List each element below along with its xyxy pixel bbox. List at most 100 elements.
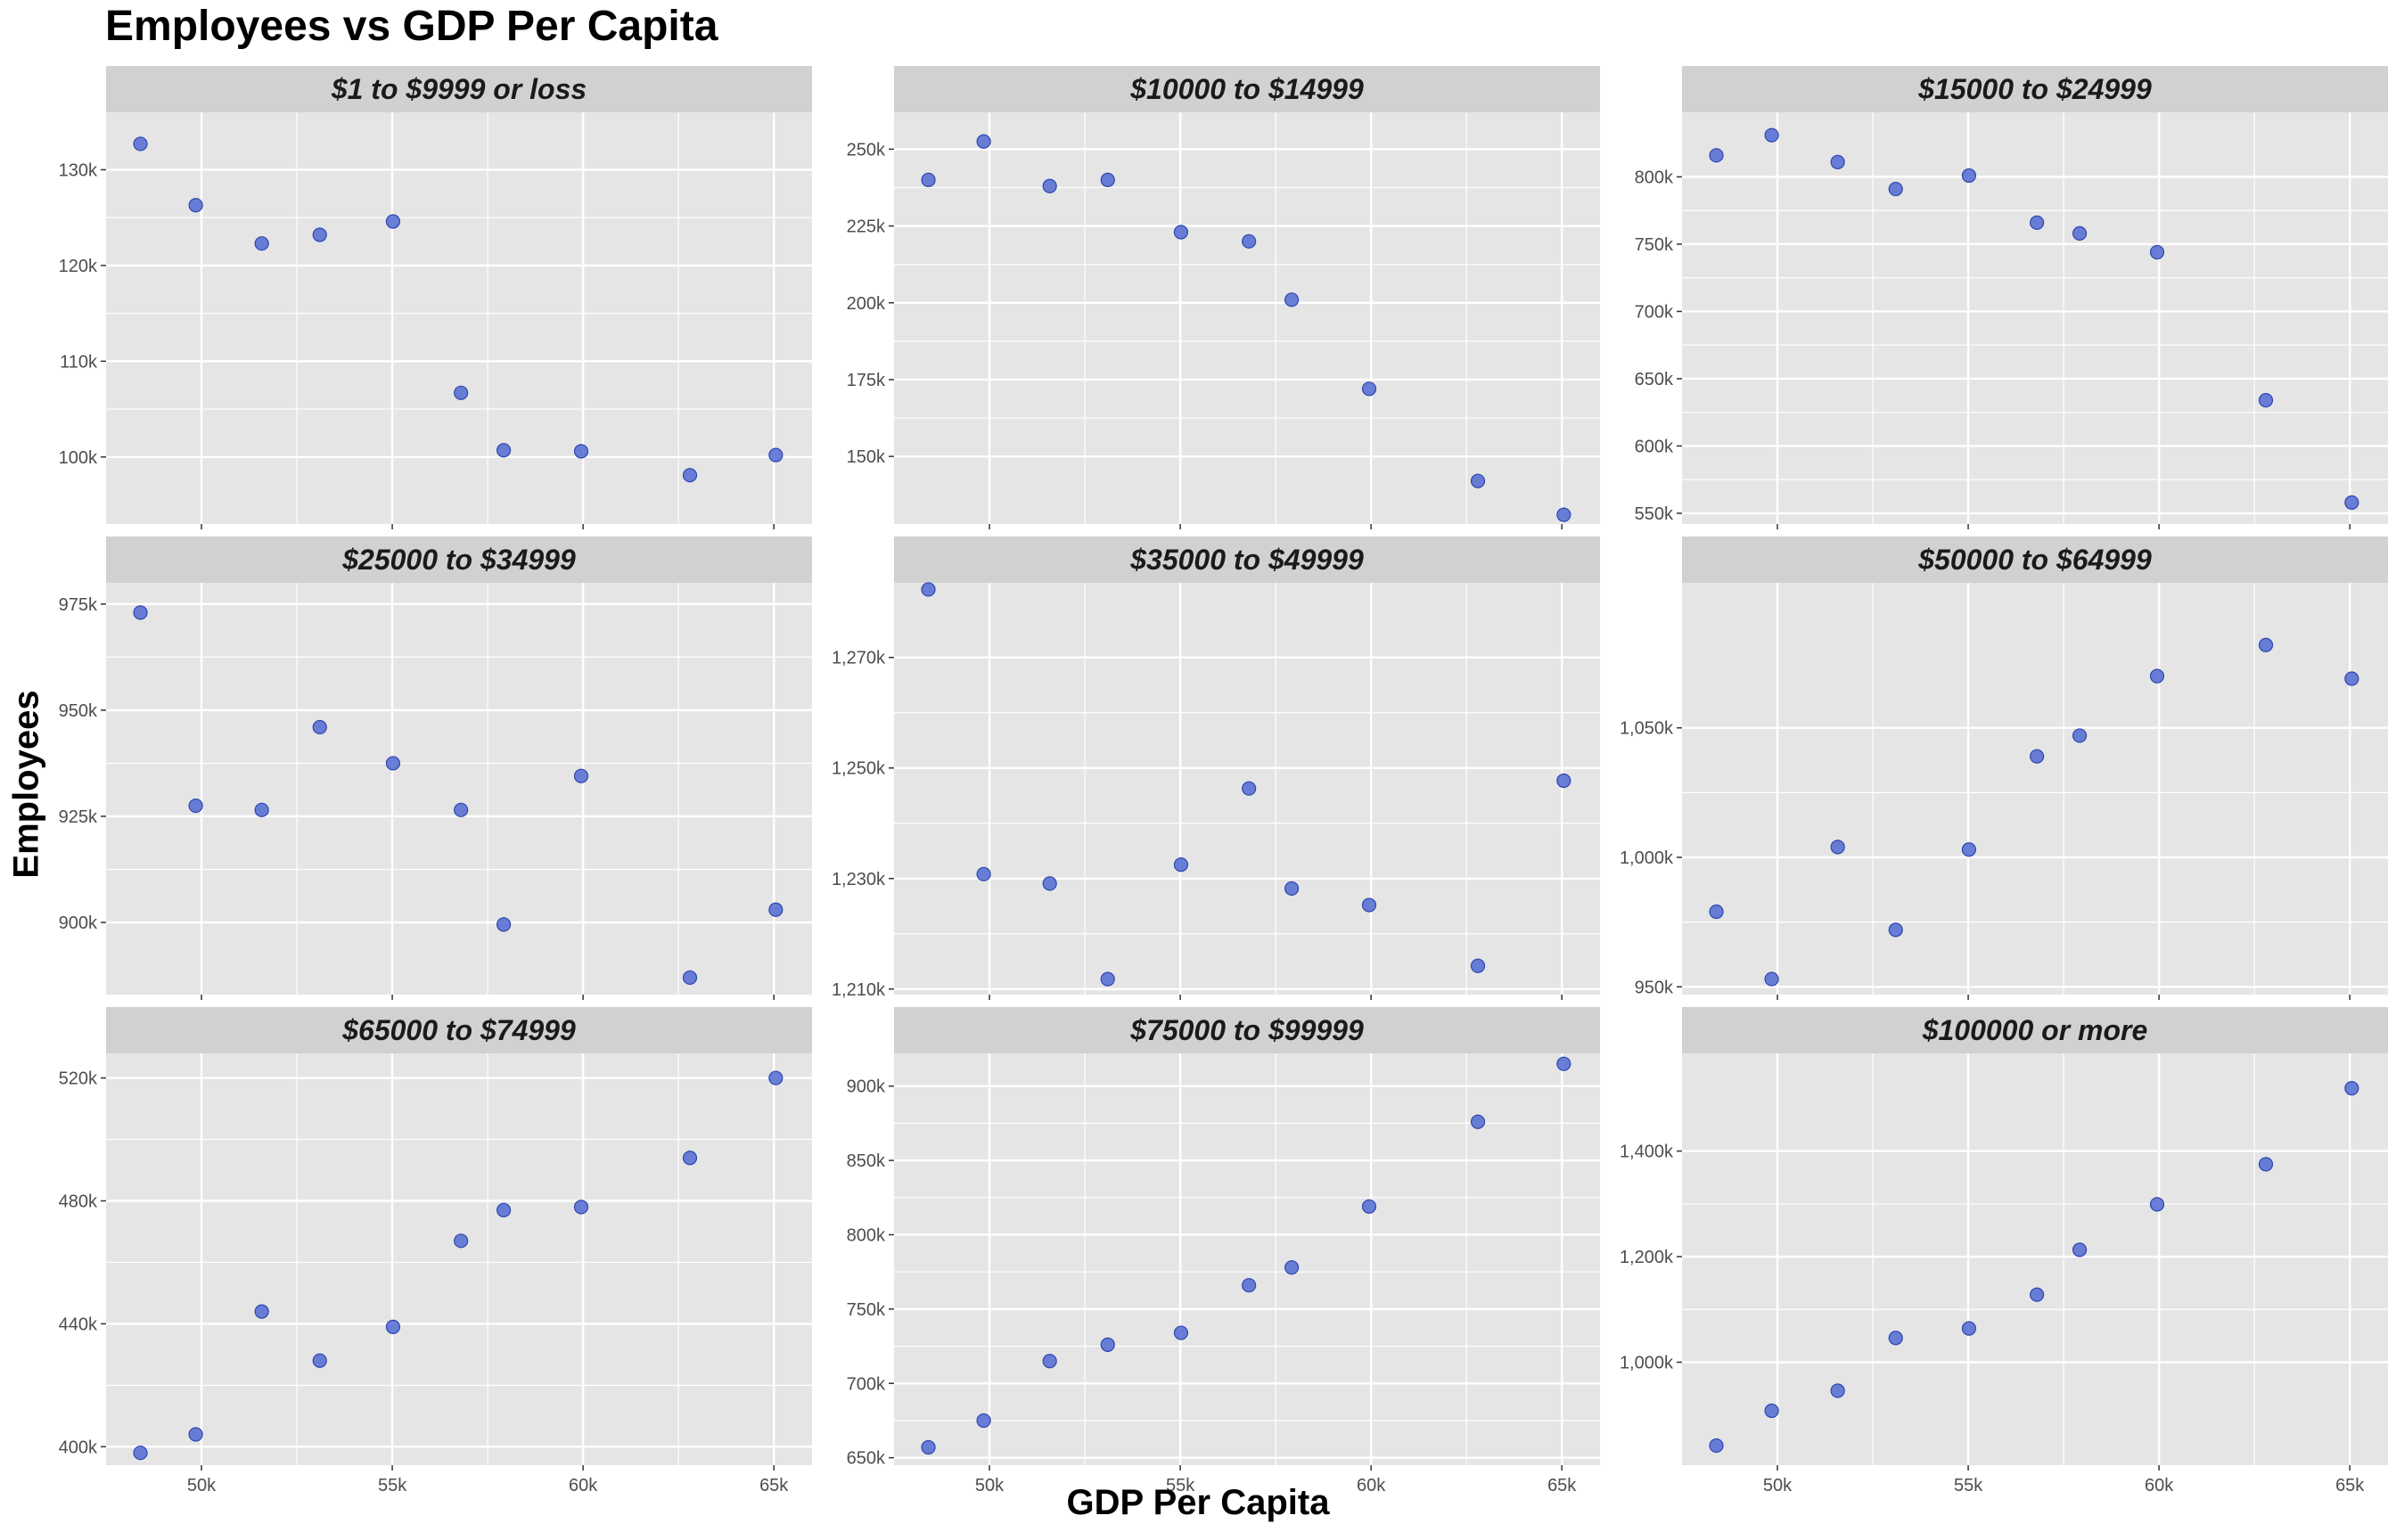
y-tick-label: 1,200k [1620,1248,1674,1267]
facet-panel: $100000 or more 1,000k 1,200k 1,400k 50k 55k 6… [1620,1007,2388,1495]
data-point [2258,392,2274,408]
data-point [133,605,148,620]
chart-title: Employees vs GDP Per Capita [105,3,718,50]
data-point [1888,181,1903,197]
data-point [2258,1157,2274,1172]
data-point [1709,148,1724,163]
x-tick-label: 55k [1166,1476,1195,1495]
data-point [254,1304,269,1319]
facet-strip [1682,537,2388,583]
y-tick-label: 1,050k [1620,719,1674,739]
y-tick-label: 120k [59,257,98,276]
panel-background [106,112,812,524]
data-point [312,227,327,242]
facet-strip [894,537,1600,583]
data-point [1361,1199,1377,1214]
data-point [976,134,991,149]
panel-background [1682,1053,2388,1465]
data-point [1284,292,1300,307]
facet-strip-label: $100000 or more [1922,1014,2148,1046]
data-point [1470,1114,1486,1129]
data-point [454,802,469,817]
facet-strip-label: $75000 to $99999 [1129,1014,1364,1046]
facet-panel: $65000 to $74999 400k 440k 480k 520k 50k 55k 60… [59,1007,812,1495]
data-point [1961,168,1977,184]
data-point [2344,671,2359,686]
y-tick-label: 150k [847,447,886,467]
y-tick-label: 400k [59,1438,98,1457]
y-tick-label: 1,250k [832,759,886,779]
data-point [133,136,148,152]
data-point [1361,381,1377,397]
x-tick-label: 60k [569,1476,598,1495]
data-point [2030,749,2045,764]
y-tick-label: 100k [59,448,98,468]
x-tick-label: 55k [378,1476,407,1495]
panel-background [894,1053,1600,1465]
data-point [1042,178,1057,193]
data-point [1242,781,1257,796]
y-tick-label: 700k [847,1374,886,1394]
data-point [254,236,269,251]
y-tick-label: 1,400k [1620,1143,1674,1162]
y-tick-label: 175k [847,371,886,390]
data-point [454,1233,469,1249]
facet-strip-label: $10000 to $14999 [1129,73,1364,105]
panel-background [106,583,812,995]
y-tick-label: 900k [59,913,98,933]
facet-panel: $75000 to $99999 650k 700k 750k 800k 850k 900k… [847,1007,1600,1495]
y-tick-label: 225k [847,217,886,237]
data-point [1042,1354,1057,1369]
x-tick-label: 60k [2145,1476,2174,1495]
facet-strip [106,537,812,583]
x-axis-title: GDP Per Capita [1066,1483,1330,1522]
y-tick-label: 800k [1635,168,1674,187]
data-point [1709,904,1724,920]
y-tick-label: 650k [847,1449,886,1469]
y-tick-label: 130k [59,160,98,180]
data-point [921,172,936,187]
data-point [1284,881,1300,897]
data-point [2344,495,2359,510]
data-point [1556,507,1571,522]
x-tick-label: 60k [1357,1476,1386,1495]
data-point [768,1070,784,1085]
y-tick-label: 700k [1635,302,1674,322]
data-point [768,902,784,917]
y-tick-label: 850k [847,1151,886,1171]
data-point [2072,1242,2088,1257]
data-point [385,214,401,229]
x-tick-label: 65k [759,1476,789,1495]
data-point [2344,1080,2359,1096]
facet-strip [106,66,812,112]
data-point [976,866,991,881]
y-tick-label: 520k [59,1069,98,1089]
data-point [976,1413,991,1429]
x-tick-label: 65k [1547,1476,1577,1495]
data-point [2072,225,2088,241]
data-point [496,917,512,932]
data-point [1173,1325,1189,1340]
data-point [573,1200,589,1215]
y-tick-label: 440k [59,1315,98,1334]
data-point [2149,1197,2165,1212]
y-tick-label: 110k [60,352,98,372]
data-point [1764,127,1779,143]
data-point [1764,971,1779,987]
data-point [1100,1337,1115,1353]
data-point [188,198,203,213]
data-point [2149,668,2165,684]
x-tick-label: 55k [1954,1476,1983,1495]
data-point [2030,1287,2045,1302]
data-point [1830,154,1845,169]
data-point [1470,958,1486,973]
x-tick-label: 50k [1763,1476,1793,1495]
y-tick-label: 1,230k [832,870,886,889]
y-tick-label: 750k [847,1300,886,1320]
data-point [312,719,327,735]
facet-panel: $25000 to $34999 900k 925k 950k 975k [59,537,812,1000]
data-point [1830,1383,1845,1398]
data-point [1888,1331,1903,1346]
data-point [454,385,469,400]
y-tick-label: 250k [847,140,886,160]
